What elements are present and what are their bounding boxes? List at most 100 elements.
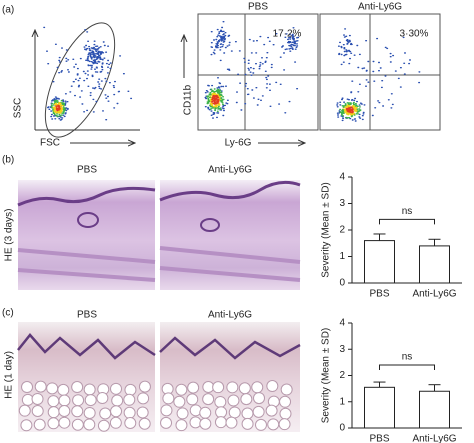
x-tick-label: PBS bbox=[369, 289, 389, 300]
y-tick-label: 2 bbox=[339, 370, 345, 381]
events bbox=[204, 21, 300, 119]
significance-label: ns bbox=[402, 206, 413, 217]
axis-label: SSC bbox=[13, 98, 24, 119]
adipocyte bbox=[109, 416, 122, 429]
x-tick-label: Anti-Ly6G bbox=[412, 289, 456, 300]
adipocyte bbox=[123, 406, 136, 419]
adipocyte bbox=[20, 419, 33, 432]
panel-label: (c) bbox=[2, 308, 14, 319]
y-axis-label: Severity (Mean ± SD) bbox=[321, 182, 332, 278]
y-tick-label: 0 bbox=[339, 423, 345, 434]
events bbox=[336, 28, 421, 122]
adipocyte bbox=[33, 418, 46, 431]
event-dots bbox=[339, 101, 362, 119]
adipocyte bbox=[83, 406, 96, 419]
adipocyte bbox=[72, 394, 85, 407]
bar bbox=[364, 386, 395, 429]
row-label: HE (1 day) bbox=[4, 351, 15, 399]
epidermis bbox=[17, 333, 156, 360]
adipocyte bbox=[47, 406, 60, 419]
adipocyte bbox=[279, 407, 292, 420]
adipocyte bbox=[110, 382, 123, 395]
y-tick-label: 0 bbox=[339, 278, 345, 289]
adipocyte bbox=[252, 405, 265, 418]
condition-label: PBS bbox=[77, 310, 97, 321]
plot-frame bbox=[197, 13, 319, 131]
adipocyte bbox=[266, 380, 279, 393]
adipocyte bbox=[46, 382, 59, 395]
adipocyte bbox=[176, 407, 189, 420]
significance-bracket bbox=[379, 364, 435, 370]
adipocyte bbox=[238, 382, 251, 395]
adipocyte bbox=[189, 416, 202, 429]
adipocyte bbox=[84, 394, 97, 407]
x-tick-label: Anti-Ly6G bbox=[412, 434, 456, 443]
gate-plot bbox=[31, 22, 140, 147]
event-dots bbox=[204, 21, 300, 119]
adipocyte bbox=[137, 392, 150, 405]
condition-label: Anti-Ly6G bbox=[358, 2, 402, 13]
bar bbox=[419, 390, 450, 429]
adipocyte bbox=[280, 383, 293, 396]
charts: 0 1 2 3 4 Severity (Mean ± SD) PBS Anti-Ly6G ns 0… bbox=[321, 172, 462, 443]
significance-bracket bbox=[379, 218, 435, 225]
adipocyte bbox=[241, 407, 254, 420]
y-tick-label: 4 bbox=[339, 172, 345, 183]
adipocyte bbox=[71, 405, 84, 418]
adipocyte bbox=[71, 381, 84, 394]
adipocyte bbox=[124, 416, 137, 429]
adipocyte bbox=[173, 395, 186, 408]
adipocyte bbox=[253, 392, 266, 405]
follicle bbox=[77, 212, 99, 228]
epidermis bbox=[159, 180, 301, 202]
adipocyte bbox=[279, 395, 292, 408]
adipocyte bbox=[240, 393, 253, 406]
adipocyte bbox=[21, 381, 34, 394]
follicle bbox=[200, 218, 220, 232]
adipocyte bbox=[199, 406, 212, 419]
condition-label: Anti-Ly6G bbox=[208, 310, 252, 321]
event-dots bbox=[336, 28, 421, 122]
adipocyte bbox=[83, 418, 96, 431]
axis-label: FSC bbox=[40, 138, 60, 149]
adipocyte bbox=[225, 416, 238, 429]
adipocyte bbox=[215, 406, 228, 419]
adipocyte bbox=[202, 393, 215, 406]
axis-label: Ly-6G bbox=[225, 138, 252, 149]
adipocyte bbox=[83, 383, 96, 396]
adipocyte bbox=[160, 416, 173, 429]
adipocyte bbox=[123, 393, 136, 406]
adipocyte bbox=[47, 395, 60, 408]
adipose-tissue bbox=[18, 380, 293, 432]
panel-label: (a) bbox=[2, 5, 14, 16]
adipocyte bbox=[267, 418, 280, 431]
adipocyte bbox=[111, 394, 124, 407]
adipocyte bbox=[136, 406, 149, 419]
adipocyte bbox=[97, 419, 110, 432]
adipocyte bbox=[251, 381, 264, 394]
condition-label: PBS bbox=[77, 165, 97, 176]
panel-label: (b) bbox=[2, 155, 14, 166]
condition-label: Anti-Ly6G bbox=[208, 165, 252, 176]
plot-frame bbox=[319, 13, 441, 131]
adipocyte bbox=[186, 393, 199, 406]
adipocyte bbox=[226, 381, 239, 394]
adipocyte bbox=[57, 383, 70, 396]
adipocyte bbox=[99, 407, 112, 420]
percentage: 3·30% bbox=[400, 29, 429, 40]
adipocyte bbox=[254, 418, 267, 431]
adipocyte bbox=[138, 380, 151, 393]
event-dots bbox=[211, 94, 220, 105]
y-tick-label: 2 bbox=[339, 225, 345, 236]
event-dots bbox=[52, 102, 64, 114]
adipocyte bbox=[160, 404, 173, 417]
adipocyte bbox=[71, 418, 84, 431]
adipocyte bbox=[138, 417, 151, 430]
significance-label: ns bbox=[402, 352, 413, 363]
adipocyte bbox=[124, 383, 137, 396]
adipocyte bbox=[31, 392, 44, 405]
epidermis bbox=[159, 336, 301, 360]
adipocyte bbox=[96, 392, 109, 405]
y-axis-label: Severity (Mean ± SD) bbox=[321, 328, 332, 424]
epidermis bbox=[17, 186, 156, 207]
